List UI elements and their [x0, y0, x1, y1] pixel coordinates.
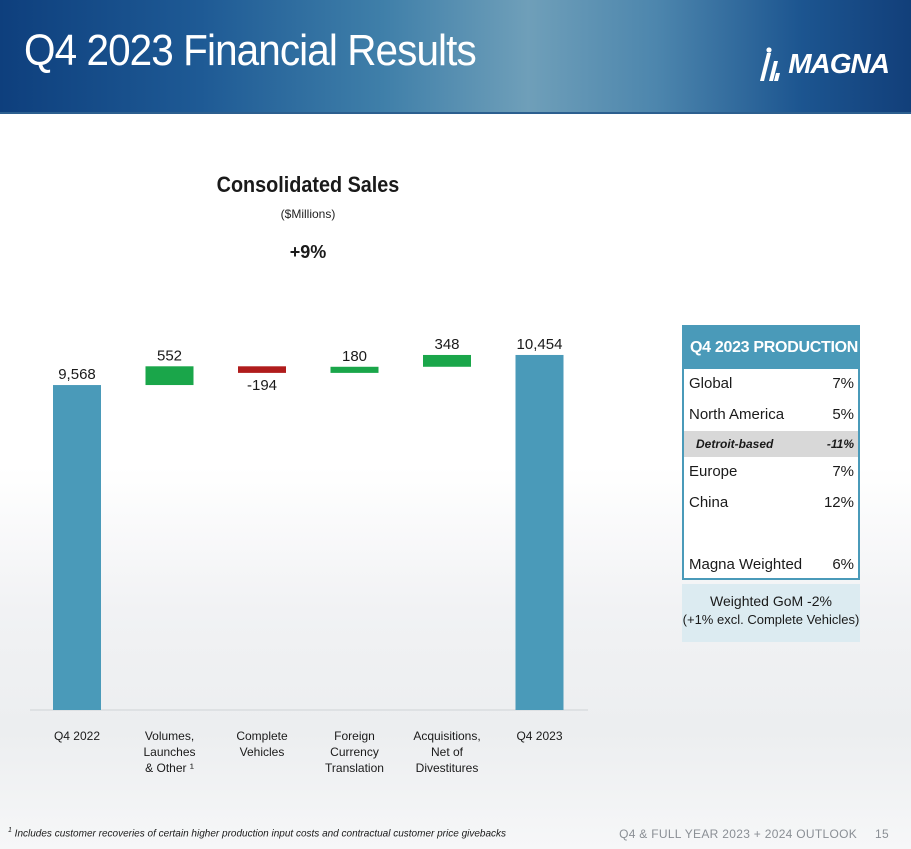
- magna-logo: MAGNA: [758, 44, 890, 84]
- page-title: Q4 2023 Financial Results: [24, 26, 477, 75]
- increase-bar: [330, 366, 379, 373]
- footnote: 1 Includes customer recoveries of certai…: [8, 827, 506, 839]
- footnote-text: Includes customer recoveries of certain …: [11, 828, 507, 840]
- production-region-value: 12%: [823, 494, 854, 511]
- production-table-rows: Global 7% North America 5% Detroit-based -11%…: [684, 369, 858, 581]
- production-region-value: 7%: [832, 375, 854, 392]
- production-region-name: North America: [689, 406, 785, 423]
- production-table-row: China 12%: [684, 488, 858, 519]
- footnote-marker: 1: [8, 827, 12, 834]
- gom-box: Weighted GoM -2% (+1% excl. Complete Veh…: [682, 584, 860, 642]
- category-label: Q4 2023: [516, 729, 562, 743]
- category-label: Currency: [330, 745, 379, 759]
- production-region-name: Europe: [689, 463, 738, 480]
- magna-logo-text: MAGNA: [788, 48, 890, 79]
- production-table-row: Europe 7%: [684, 457, 858, 488]
- category-label: Divestitures: [416, 761, 479, 775]
- total-bar: [53, 385, 101, 710]
- category-label: Launches: [143, 745, 195, 759]
- gom-line1: Weighted GoM -2%: [710, 593, 832, 609]
- bar-value-label: -194: [247, 377, 277, 394]
- increase-bar: [423, 354, 471, 367]
- category-label: Translation: [325, 761, 384, 775]
- bar-value-label: 180: [342, 348, 367, 365]
- production-region-value: 7%: [832, 463, 854, 480]
- production-region-name: Magna Weighted: [689, 556, 803, 573]
- category-label: Foreign: [334, 729, 375, 743]
- production-table-row: Global 7%: [684, 369, 858, 400]
- production-table-row: Magna Weighted 6%: [684, 550, 858, 581]
- production-region-value: 6%: [832, 556, 854, 573]
- bar-value-label: 9,568: [58, 366, 96, 383]
- production-table: Q4 2023 PRODUCTION Global 7% North America…: [682, 325, 860, 580]
- production-table-spacer: [684, 519, 858, 550]
- production-region-name: Global: [689, 375, 733, 392]
- category-label: Q4 2022: [54, 729, 100, 743]
- magna-logo-icon: [760, 47, 781, 81]
- bar-value-label: 10,454: [517, 336, 563, 353]
- waterfall-chart: 9,568 Q4 2022 552 Volumes, Launches & Other ¹…: [30, 336, 588, 775]
- footer-right: Q4 & FULL YEAR 2023 + 2024 OUTLOOK 15: [619, 827, 889, 841]
- category-label: Net of: [431, 745, 464, 759]
- production-table-row: Detroit-based -11%: [684, 431, 858, 457]
- gom-line2: (+1% excl. Complete Vehicles): [682, 612, 860, 627]
- production-table-header: Q4 2023 PRODUCTION: [684, 327, 858, 369]
- deck-title: Q4 & FULL YEAR 2023 + 2024 OUTLOOK: [619, 827, 858, 841]
- bar-value-label: 552: [157, 347, 182, 364]
- category-label: Vehicles: [240, 745, 285, 759]
- production-table-row: North America 5%: [684, 400, 858, 431]
- production-region-name: Detroit-based: [696, 437, 774, 451]
- production-region-value: -11%: [826, 437, 854, 451]
- increase-bar: [145, 366, 194, 386]
- category-label: Complete: [236, 729, 288, 743]
- bar-value-label: 348: [434, 336, 459, 353]
- chart-growth-label: +9%: [289, 242, 327, 262]
- page-number: 15: [875, 827, 889, 841]
- production-region-value: 5%: [832, 406, 854, 423]
- category-label: & Other ¹: [145, 761, 194, 775]
- total-bar: [515, 354, 564, 710]
- decrease-bar: [238, 366, 286, 373]
- chart-title: Consolidated Sales: [216, 172, 400, 197]
- production-region-name: China: [689, 494, 729, 511]
- header-banner: Q4 2023 Financial Results MAGNA: [0, 0, 911, 114]
- category-label: Volumes,: [145, 729, 194, 743]
- chart-subtitle: ($Millions): [280, 207, 336, 221]
- category-label: Acquisitions,: [413, 729, 480, 743]
